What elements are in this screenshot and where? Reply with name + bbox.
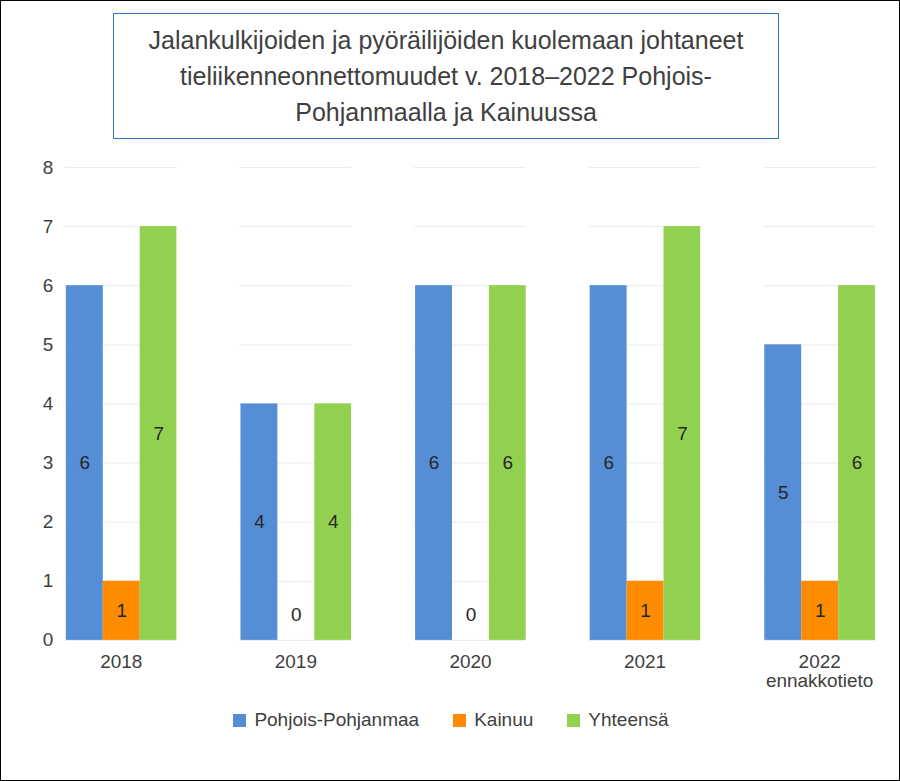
html-text:Jalankulkijoiden ja pyöräilijö: Jalankulkijoiden ja pyöräilijöiden kuole… [148,26,744,126]
svg-text:7: 7 [43,216,54,237]
svg-text:1: 1 [640,600,651,621]
svg-text:0: 0 [43,629,54,650]
svg-text:1: 1 [116,600,127,621]
svg-text:3: 3 [43,452,54,473]
svg-text:6: 6 [603,452,614,473]
svg-text:7: 7 [677,423,688,444]
svg-text:4: 4 [43,393,54,414]
svg-text:7: 7 [153,423,164,444]
html-text:Yhteensä: Yhteensä [588,709,669,730]
svg-text:0: 0 [291,604,302,625]
svg-text:6: 6 [503,452,514,473]
html-text:Pohjois-Pohjanmaa: Pohjois-Pohjanmaa [254,709,420,730]
svg-text:2022ennakkotieto: 2022ennakkotieto [766,651,873,691]
svg-text:1: 1 [815,600,826,621]
html-text:Kainuu: Kainuu [474,709,534,730]
svg-text:6: 6 [852,452,863,473]
svg-text:2021: 2021 [624,651,666,672]
svg-text:5: 5 [43,334,54,355]
svg-text:2020: 2020 [449,651,491,672]
svg-text:6: 6 [429,452,440,473]
svg-text:5: 5 [778,482,789,503]
svg-text:4: 4 [254,511,265,532]
svg-text:6: 6 [80,452,91,473]
svg-text:2019: 2019 [275,651,317,672]
svg-text:8: 8 [43,157,54,178]
svg-text:1: 1 [43,570,54,591]
svg-text:2: 2 [43,511,54,532]
svg-text:4: 4 [328,511,339,532]
svg-text:2018: 2018 [100,651,142,672]
svg-text:6: 6 [43,275,54,296]
svg-text:0: 0 [466,604,477,625]
